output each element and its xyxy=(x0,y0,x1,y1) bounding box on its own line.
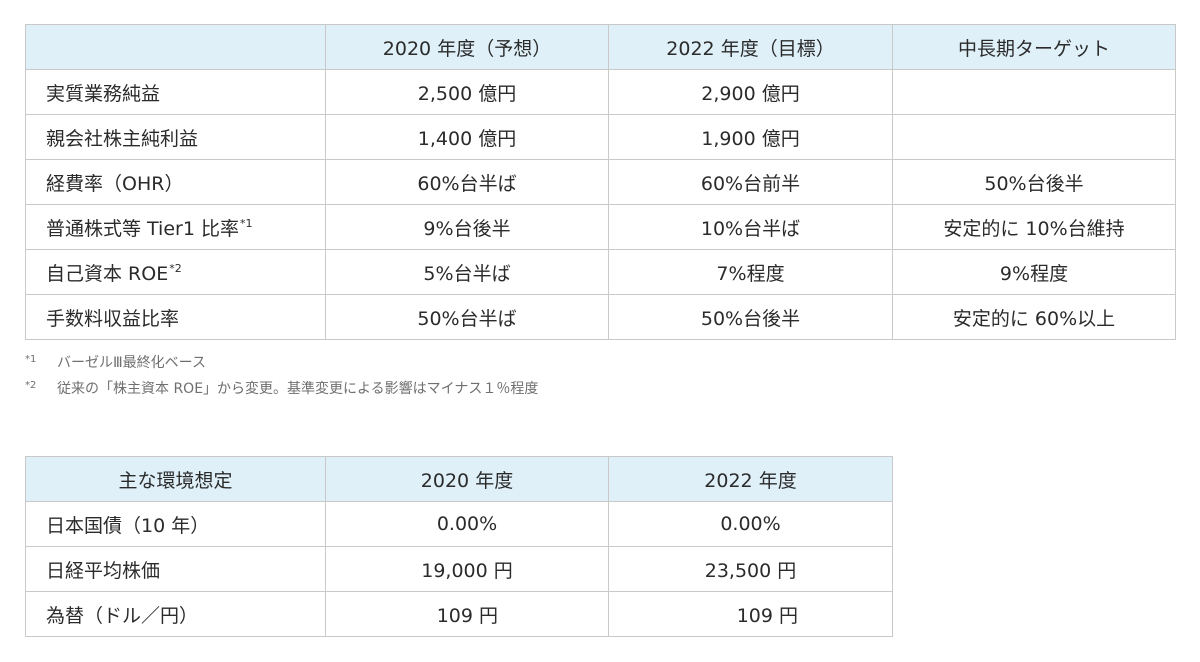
row-label-text: 親会社株主純利益 xyxy=(46,127,199,150)
row-label: 自己資本 ROE*2 xyxy=(25,249,326,295)
row-label: 普通株式等 Tier1 比率*1 xyxy=(25,204,326,250)
table-cell: 60%台半ば xyxy=(325,159,609,205)
table-cell xyxy=(892,69,1176,115)
table-cell: 安定的に 60%以上 xyxy=(892,294,1176,340)
table-cell: 2,500 億円 xyxy=(325,69,609,115)
table-row: 普通株式等 Tier1 比率*1 9%台後半 10%台半ば 安定的に 10%台維… xyxy=(25,204,1176,250)
header-cell-mid-long-term: 中長期ターゲット xyxy=(892,24,1176,70)
row-label: 日経平均株価 xyxy=(25,546,326,592)
footnote-mark: *2 xyxy=(25,380,37,391)
row-label: 手数料収益比率 xyxy=(25,294,326,340)
table-cell: 9%台後半 xyxy=(325,204,609,250)
table-cell: 5%台半ば xyxy=(325,249,609,295)
table-row: 手数料収益比率 50%台半ば 50%台後半 安定的に 60%以上 xyxy=(25,294,1176,340)
environment-assumptions-table: 主な環境想定 2020 年度 2022 年度 日本国債（10 年） 0.00% … xyxy=(25,456,893,637)
table-cell: 10%台半ば xyxy=(608,204,893,250)
row-label: 経費率（OHR） xyxy=(25,159,326,205)
table-row: 自己資本 ROE*2 5%台半ば 7%程度 9%程度 xyxy=(25,249,1176,295)
table-header-row: 2020 年度（予想） 2022 年度（目標） 中長期ターゲット xyxy=(25,24,1176,70)
footnote-text: バーゼルⅢ最終化ベース xyxy=(57,355,206,371)
table-cell: 109 円 xyxy=(608,591,893,637)
table-row: 実質業務純益 2,500 億円 2,900 億円 xyxy=(25,69,1176,115)
footnote-mark: *1 xyxy=(25,354,37,365)
table-cell: 60%台前半 xyxy=(608,159,893,205)
table-cell: 0.00% xyxy=(608,501,893,547)
table-cell: 9%程度 xyxy=(892,249,1176,295)
table-cell: 安定的に 10%台維持 xyxy=(892,204,1176,250)
table-cell: 1,400 億円 xyxy=(325,114,609,160)
row-label-text: 自己資本 ROE xyxy=(46,262,169,285)
footnote-marker: *1 xyxy=(239,216,253,230)
row-label-text: 経費率（OHR） xyxy=(46,172,184,195)
footnotes: *1 バーゼルⅢ最終化ベース *2 従来の「株主資本 ROE」から変更。基準変更… xyxy=(25,350,538,402)
header-cell-2022: 2022 年度 xyxy=(608,456,893,502)
table-cell: 50%台後半 xyxy=(892,159,1176,205)
financial-targets-table: 2020 年度（予想） 2022 年度（目標） 中長期ターゲット 実質業務純益 … xyxy=(25,24,1176,340)
table-row: 為替（ドル／円） 109 円 109 円 xyxy=(25,591,893,637)
row-label: 親会社株主純利益 xyxy=(25,114,326,160)
table-cell xyxy=(892,114,1176,160)
table-cell: 50%台半ば xyxy=(325,294,609,340)
table-cell: 0.00% xyxy=(325,501,609,547)
row-label-text: 実質業務純益 xyxy=(46,82,161,105)
table-row: 日経平均株価 19,000 円 23,500 円 xyxy=(25,546,893,592)
table-cell: 1,900 億円 xyxy=(608,114,893,160)
row-label: 為替（ドル／円） xyxy=(25,591,326,637)
table-cell: 7%程度 xyxy=(608,249,893,295)
footnote: *1 バーゼルⅢ最終化ベース xyxy=(25,350,538,376)
table-row: 経費率（OHR） 60%台半ば 60%台前半 50%台後半 xyxy=(25,159,1176,205)
footnote-text: 従来の「株主資本 ROE」から変更。基準変更による影響はマイナス１％程度 xyxy=(57,381,539,397)
row-label-text: 手数料収益比率 xyxy=(46,307,180,330)
row-label-text: 普通株式等 Tier1 比率 xyxy=(46,217,239,240)
table-row: 親会社株主純利益 1,400 億円 1,900 億円 xyxy=(25,114,1176,160)
header-cell-assumptions: 主な環境想定 xyxy=(25,456,326,502)
footnote-marker: *2 xyxy=(169,261,182,275)
header-cell-2020: 2020 年度 xyxy=(325,456,609,502)
table-row: 日本国債（10 年） 0.00% 0.00% xyxy=(25,501,893,547)
row-label: 実質業務純益 xyxy=(25,69,326,115)
row-label: 日本国債（10 年） xyxy=(25,501,326,547)
table-cell: 2,900 億円 xyxy=(608,69,893,115)
table-cell: 50%台後半 xyxy=(608,294,893,340)
header-cell-blank xyxy=(25,24,326,70)
header-cell-2020-forecast: 2020 年度（予想） xyxy=(325,24,609,70)
table-header-row: 主な環境想定 2020 年度 2022 年度 xyxy=(25,456,893,502)
table-cell: 19,000 円 xyxy=(325,546,609,592)
footnote: *2 従来の「株主資本 ROE」から変更。基準変更による影響はマイナス１％程度 xyxy=(25,376,538,402)
header-cell-2022-target: 2022 年度（目標） xyxy=(608,24,893,70)
table-cell: 109 円 xyxy=(325,591,609,637)
table-cell: 23,500 円 xyxy=(608,546,893,592)
